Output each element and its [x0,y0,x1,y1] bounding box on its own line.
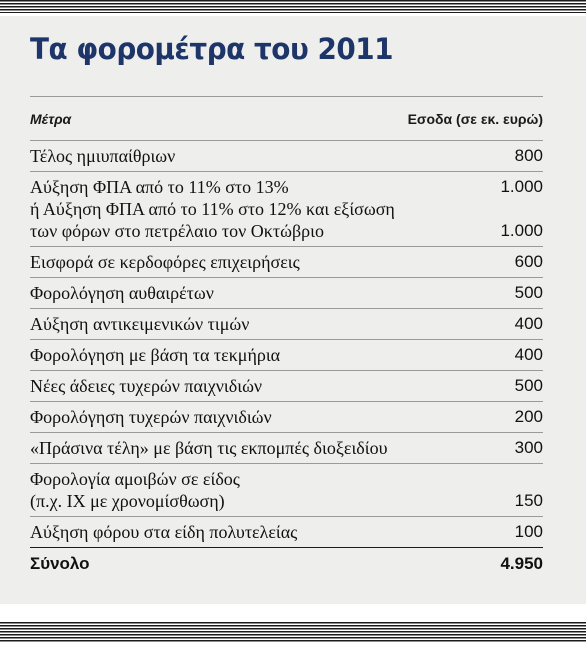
bottom-rule [0,622,586,642]
row-value: 300 [514,438,543,457]
header-revenue: Εσοδα (σε εκ. ευρώ) [407,111,543,127]
row-value: 800 [514,146,543,165]
row-value: 100 [514,522,543,541]
row-label: Νέες άδειες τυχερών παιχνιδιών [30,376,263,396]
row-label: Φορολόγηση τυχερών παιχνιδιών [30,407,272,427]
table-row: Νέες άδειες τυχερών παιχνιδιών 500 [30,370,543,401]
row-label: Φορολόγηση αυθαιρέτων [30,283,214,303]
table-row: Φορολόγηση αυθαιρέτων 500 [30,277,543,308]
row-value: 600 [514,252,543,271]
infobox-title: Τα φορομέτρα του 2011 [30,32,394,66]
row-value: 1.000 [500,177,543,196]
total-value: 4.950 [500,554,543,573]
row-value: 400 [514,345,543,364]
table-row: Φορολογία αμοιβών σε είδος (π.χ. ΙΧ με χ… [30,463,543,516]
header-measures: Μέτρα [30,111,72,127]
row-value: 200 [514,407,543,426]
total-row: Σύνολο 4.950 [30,547,543,580]
row-label: Αύξηση αντικειμενικών τιμών [30,314,250,334]
table-row: Φορολόγηση τυχερών παιχνιδιών 200 [30,401,543,432]
infobox-panel: Τα φορομέτρα του 2011 Μέτρα Εσοδα (σε εκ… [0,16,586,604]
row-label: ή Αύξηση ΦΠΑ από το 11% στο 12% και εξίσ… [30,199,395,219]
top-rule [0,0,586,13]
row-label: Φορολόγηση με βάση τα τεκμήρια [30,345,281,365]
row-label: Αύξηση ΦΠΑ από το 11% στο 13% [30,177,289,197]
row-label: Φορολογία αμοιβών σε είδος [30,469,240,489]
table-row: Φορολόγηση με βάση τα τεκμήρια 400 [30,339,543,370]
row-value: 1.000 [500,221,543,240]
row-value: 150 [514,491,543,510]
table-row: Αύξηση φόρου στα είδη πολυτελείας 100 [30,516,543,547]
row-value: 500 [514,376,543,395]
row-value: 500 [514,283,543,302]
row-label: Τέλος ημιυπαίθριων [30,146,176,166]
table-row: Αύξηση αντικειμενικών τιμών 400 [30,308,543,339]
row-value: 400 [514,314,543,333]
row-label-continued: (π.χ. ΙΧ με χρονομίσθωση) [30,491,225,511]
table-row: Εισφορά σε κερδοφόρες επιχειρήσεις 600 [30,246,543,277]
row-label-continued: των φόρων στο πετρέλαιο τον Οκτώβριο [30,221,324,241]
table-row: «Πράσινα τέλη» με βάση τις εκπομπές διοξ… [30,432,543,463]
row-label: «Πράσινα τέλη» με βάση τις εκπομπές διοξ… [30,438,388,458]
total-label: Σύνολο [30,554,90,573]
table-row: Αύξηση ΦΠΑ από το 11% στο 13% 1.000 ή Αύ… [30,171,543,246]
row-label: Εισφορά σε κερδοφόρες επιχειρήσεις [30,252,300,272]
measures-table: Μέτρα Εσοδα (σε εκ. ευρώ) Τέλος ημιυπαίθ… [30,96,543,580]
table-header: Μέτρα Εσοδα (σε εκ. ευρώ) [30,96,543,140]
row-label: Αύξηση φόρου στα είδη πολυτελείας [30,522,298,542]
table-row: Τέλος ημιυπαίθριων 800 [30,140,543,171]
